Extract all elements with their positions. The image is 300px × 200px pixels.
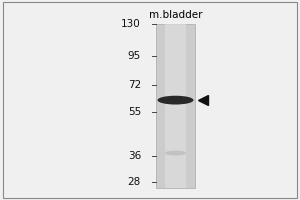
Text: 28: 28 — [128, 177, 141, 187]
Bar — [156, 24, 195, 188]
Ellipse shape — [165, 151, 186, 155]
Text: 36: 36 — [128, 151, 141, 161]
Text: 130: 130 — [121, 19, 141, 29]
Ellipse shape — [158, 96, 194, 105]
Text: 55: 55 — [128, 107, 141, 117]
Text: 95: 95 — [128, 51, 141, 61]
Bar — [165, 24, 186, 188]
Text: 72: 72 — [128, 80, 141, 90]
Text: m.bladder: m.bladder — [149, 10, 202, 20]
